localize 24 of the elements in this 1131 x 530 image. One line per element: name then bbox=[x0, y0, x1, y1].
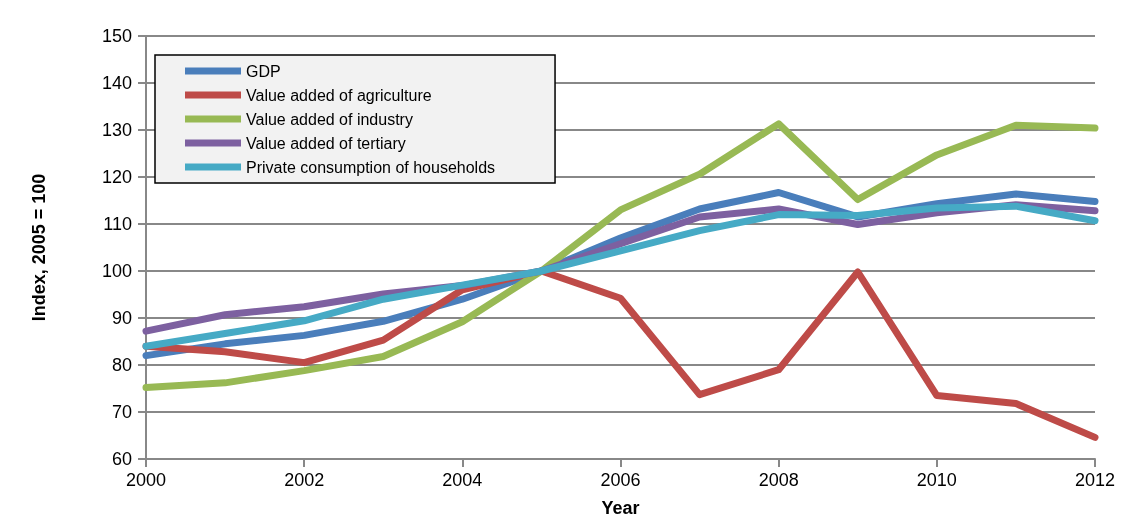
y-tick-label: 120 bbox=[101, 167, 132, 187]
x-tick-label: 2006 bbox=[600, 470, 641, 490]
legend-label: Private consumption of households bbox=[246, 158, 496, 176]
y-tick-label: 60 bbox=[111, 449, 132, 469]
legend-label: Value added of agriculture bbox=[246, 86, 432, 104]
y-tick-label: 140 bbox=[101, 73, 132, 93]
y-tick-label: 130 bbox=[101, 120, 132, 140]
x-tick-label: 2012 bbox=[1074, 470, 1116, 490]
legend-label: Value added of industry bbox=[246, 110, 413, 128]
y-tick-label: 100 bbox=[101, 261, 132, 281]
x-axis-title: Year bbox=[601, 498, 640, 518]
x-tick-label: 2010 bbox=[916, 470, 957, 490]
y-tick-label: 80 bbox=[111, 355, 132, 375]
x-tick-label: 2000 bbox=[125, 470, 167, 490]
y-tick-label: 90 bbox=[111, 308, 132, 328]
legend-label: GDP bbox=[246, 62, 281, 80]
x-tick-label: 2002 bbox=[284, 470, 325, 490]
x-tick-label: 2004 bbox=[442, 470, 483, 490]
y-tick-label: 150 bbox=[101, 26, 132, 46]
legend-label: Value added of tertiary bbox=[246, 134, 406, 152]
x-tick-label: 2008 bbox=[758, 470, 799, 490]
y-axis-title: Index, 2005 = 100 bbox=[29, 173, 49, 322]
y-tick-label: 110 bbox=[103, 214, 132, 234]
y-tick-label: 70 bbox=[111, 402, 132, 422]
